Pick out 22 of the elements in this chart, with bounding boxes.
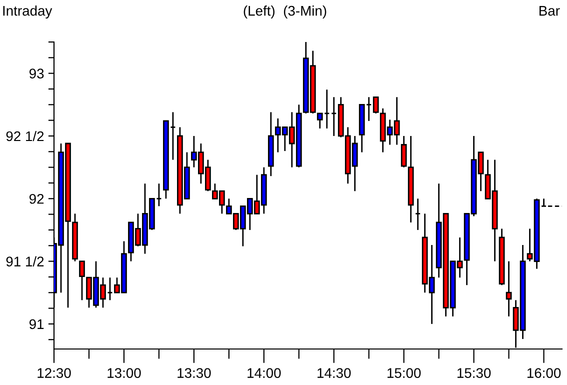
candlestick	[330, 96, 337, 137]
candlestick	[506, 260, 512, 318]
candlestick	[79, 260, 85, 301]
x-tick-label: 15:00	[388, 368, 421, 378]
text: Bar	[540, 6, 560, 16]
x-tick-label: 14:30	[318, 368, 351, 378]
x-tick-label: 16:00	[527, 368, 561, 378]
chart-title: (Left) (3-Min)	[244, 6, 326, 18]
candlestick	[414, 198, 421, 231]
x-tick-label: 13:30	[178, 368, 211, 378]
x-tick-label: 15:30	[458, 368, 491, 378]
candlestick	[400, 135, 407, 168]
x-tick-label: 12:30	[38, 368, 71, 378]
candlestick	[540, 198, 547, 207]
y-tick-label: 91	[29, 319, 44, 330]
y-tick-label: 91 1/2	[6, 256, 44, 266]
x-tick-label: 14:00	[248, 368, 281, 378]
y-tick-label: 92 1/2	[6, 130, 44, 142]
y-tick-label: 93	[29, 68, 44, 78]
y-tick-label: 92	[29, 194, 44, 204]
x-tick-label: 13:00	[108, 368, 141, 378]
text: Intraday	[3, 6, 52, 18]
